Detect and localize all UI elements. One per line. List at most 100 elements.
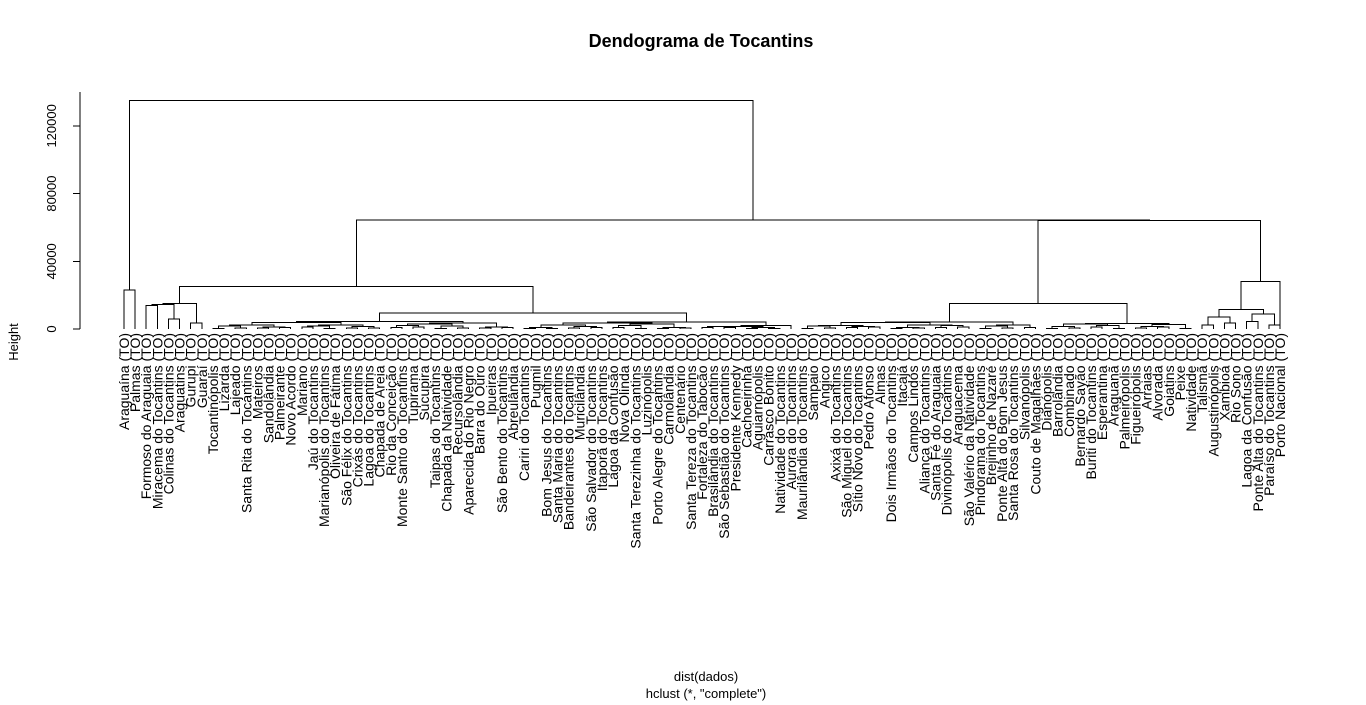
leaf-label: Fortaleza do Tabocão (TO) bbox=[694, 333, 710, 500]
chart-title: Dendograma de Tocantins bbox=[589, 31, 814, 51]
dendrogram-branch bbox=[801, 327, 814, 329]
leaf-label: Aliança do Tocantins (TO) bbox=[916, 333, 932, 494]
dendrogram-branch bbox=[345, 327, 358, 329]
leaf-label: Itaporã do Tocantins (TO) bbox=[594, 333, 610, 491]
leaf-label: Rio da Conceição (TO) bbox=[383, 333, 399, 476]
x-axis-sublabel: hclust (*, "complete") bbox=[646, 686, 767, 701]
dendrogram-branch bbox=[190, 322, 203, 329]
leaf-label: Recursolândia (TO) bbox=[449, 333, 465, 455]
dendrogram-branch bbox=[1037, 220, 1262, 304]
leaf-label: Santa Terezinha do Tocantins (TO) bbox=[627, 333, 643, 549]
dendrogram-branch bbox=[1201, 324, 1214, 329]
leaf-label: Guaraí (TO) bbox=[194, 333, 210, 408]
dendrogram-branch bbox=[529, 326, 553, 329]
leaf-label: Angico (TO) bbox=[816, 333, 832, 408]
dendrogram-branch bbox=[145, 304, 158, 329]
dendrogram-branch bbox=[701, 327, 714, 329]
leaf-label: São Miguel do Tocantins (TO) bbox=[839, 333, 855, 518]
dendrogram-tree bbox=[123, 99, 1281, 330]
leaf-label: Crixás do Tocantins (TO) bbox=[349, 333, 365, 487]
dendrogram-branch bbox=[1112, 327, 1125, 329]
x-axis-label: dist(dados) bbox=[674, 669, 738, 684]
leaf-label: São Salvador do Tocantins (TO) bbox=[583, 333, 599, 532]
dendrogram-branch bbox=[1096, 324, 1120, 329]
leaf-label: Monte Santo do Tocantins (TO) bbox=[394, 333, 410, 527]
leaf-label: Lizarda (TO) bbox=[216, 333, 232, 411]
dendrogram-branch bbox=[129, 99, 754, 291]
leaf-label: Itacajá (TO) bbox=[894, 333, 910, 407]
dendrogram-branch bbox=[323, 327, 336, 329]
dendrogram-branch bbox=[440, 325, 464, 329]
leaf-label: Esperantina (TO) bbox=[1094, 333, 1110, 440]
y-tick-label: 40000 bbox=[44, 243, 59, 279]
dendrogram-branch bbox=[940, 325, 964, 328]
leaf-label: Palmeirópolis (TO) bbox=[1116, 333, 1132, 449]
leaf-label: Nova Olinda (TO) bbox=[616, 333, 632, 442]
leaf-label: Carmolândia (TO) bbox=[661, 333, 677, 445]
leaf-label: Cachoeirinha (TO) bbox=[738, 333, 754, 448]
leaf-label: Santa Fé do Araguaia (TO) bbox=[927, 333, 943, 501]
dendrogram-branch bbox=[1001, 327, 1014, 329]
dendrogram-branch bbox=[1135, 327, 1148, 329]
y-axis-label: Height bbox=[6, 323, 21, 361]
leaf-label: Aparecida do Rio Negro (TO) bbox=[461, 333, 477, 515]
dendrogram-branch bbox=[412, 326, 425, 329]
leaf-label: Marianópolis do Tocantins (TO) bbox=[316, 333, 332, 527]
leaf-label: Presidente Kennedy (TO) bbox=[727, 333, 743, 492]
dendrogram-branch bbox=[368, 327, 381, 329]
dendrogram-branch bbox=[1046, 327, 1059, 329]
dendrogram-branch bbox=[807, 325, 831, 329]
dendrogram-branch bbox=[355, 219, 1150, 287]
dendrogram-branch bbox=[890, 327, 903, 329]
dendrogram-branch bbox=[618, 325, 642, 329]
dendrogram-branch bbox=[1218, 309, 1264, 318]
dendrogram-branch bbox=[590, 327, 603, 329]
leaf-label: Cariri do Tocantins (TO) bbox=[516, 333, 532, 481]
leaf-label: Aurora do Tocantins (TO) bbox=[783, 333, 799, 490]
dendrogram-branch bbox=[456, 327, 470, 329]
leaf-label: Goiatins (TO) bbox=[1161, 333, 1177, 417]
leaf-label: Chapada da Natividade (TO) bbox=[438, 333, 454, 512]
dendrogram-branch bbox=[723, 326, 736, 329]
leaf-label: Sítio Novo do Tocantins (TO) bbox=[850, 333, 866, 512]
leaf-label: Abreulândia (TO) bbox=[505, 333, 521, 440]
leaf-label: Brejinho de Nazaré (TO) bbox=[983, 333, 999, 485]
leaf-label: Santa Rita do Tocantins (TO) bbox=[238, 333, 254, 513]
leaf-label: Ipueiras (TO) bbox=[483, 333, 499, 415]
leaf-label: Bernardo Sayão (TO) bbox=[1072, 333, 1088, 467]
dendrogram-branch bbox=[1151, 324, 1187, 329]
leaf-label: Santa Tereza do Tocantins (TO) bbox=[683, 333, 699, 530]
dendrogram-branch bbox=[479, 327, 492, 329]
dendrogram-branch bbox=[1023, 327, 1036, 329]
leaf-label: Santa Maria do Tocantins (TO) bbox=[550, 333, 566, 523]
leaf-label: Peixe (TO) bbox=[1172, 333, 1188, 400]
leaf-label: Palmeirante (TO) bbox=[272, 333, 288, 440]
dendrogram-branch bbox=[179, 286, 534, 313]
dendrogram-branch bbox=[545, 327, 558, 329]
leaf-label: Tupirama (TO) bbox=[405, 333, 421, 424]
leaf-label: Araguanã (TO) bbox=[1105, 333, 1121, 426]
dendrogram-branch bbox=[1268, 324, 1281, 329]
dendrogram-branch bbox=[1062, 323, 1109, 327]
leaf-label: Carrasco Bonito (TO) bbox=[761, 333, 777, 466]
leaf-label: Porto Nacional (TO) bbox=[1272, 333, 1288, 457]
leaf-label: Pugmil (TO) bbox=[527, 333, 543, 408]
leaf-label: Taipas do Tocantins (TO) bbox=[427, 333, 443, 488]
dendrogram-branch bbox=[123, 289, 136, 329]
leaf-label: Buriti do Tocantins (TO) bbox=[1083, 333, 1099, 480]
y-tick-label: 80000 bbox=[44, 175, 59, 211]
leaf-label: Palmas (TO) bbox=[127, 333, 143, 412]
dendrogram-branch bbox=[217, 325, 242, 329]
leaf-label: Arraias (TO) bbox=[1139, 333, 1155, 410]
leaf-label: Luzinópolis (TO) bbox=[638, 333, 654, 435]
dendrogram-branch bbox=[607, 321, 767, 326]
leaf-label: Araguaína (TO) bbox=[116, 333, 132, 430]
leaf-label: Lagoa da Confusão (TO) bbox=[605, 333, 621, 488]
dendrogram-branch bbox=[351, 326, 375, 329]
dendrogram-branch bbox=[256, 327, 269, 329]
leaf-label: Porto Alegre do Tocantins (TO) bbox=[650, 333, 666, 525]
dendrogram-branch bbox=[957, 326, 970, 329]
dendrogram-branch bbox=[846, 327, 859, 329]
leaf-label: Silvanópolis (TO) bbox=[1016, 333, 1032, 440]
leaf-label: Talismã (TO) bbox=[1194, 333, 1210, 413]
